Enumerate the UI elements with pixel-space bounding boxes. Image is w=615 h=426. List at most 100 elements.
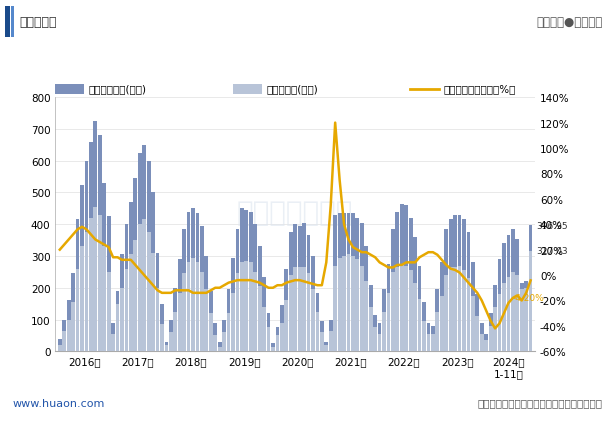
Bar — [93, 207, 97, 351]
Bar — [209, 314, 213, 351]
Bar — [342, 213, 346, 351]
Bar — [93, 122, 97, 351]
Bar — [84, 233, 89, 351]
Bar — [400, 264, 403, 351]
Bar — [449, 268, 453, 351]
Bar — [280, 305, 284, 351]
Bar — [55, 84, 84, 95]
Bar — [253, 225, 257, 351]
Bar — [160, 304, 164, 351]
Bar — [182, 274, 186, 351]
Bar — [507, 236, 510, 351]
Bar — [338, 213, 341, 351]
Text: www.huaon.com: www.huaon.com — [12, 397, 105, 408]
Bar — [156, 288, 159, 351]
Bar — [347, 213, 351, 351]
Bar — [435, 290, 439, 351]
Bar — [351, 213, 355, 351]
Bar — [262, 277, 266, 351]
Bar — [98, 215, 101, 351]
Bar — [320, 321, 323, 351]
Bar — [89, 142, 93, 351]
Bar — [515, 275, 519, 351]
Bar — [418, 299, 421, 351]
Bar — [391, 272, 395, 351]
Bar — [249, 212, 253, 351]
Text: 数据来源：国家统计局，华经产业研究院整理: 数据来源：国家统计局，华经产业研究院整理 — [478, 397, 603, 408]
Bar — [244, 210, 248, 351]
Bar — [289, 275, 293, 351]
Bar — [511, 230, 515, 351]
Bar — [427, 334, 430, 351]
Bar — [240, 263, 244, 351]
Bar — [227, 290, 231, 351]
Text: 专业严谨●客观科学: 专业严谨●客观科学 — [536, 16, 603, 29]
Bar — [160, 325, 164, 351]
Bar — [200, 226, 204, 351]
Bar — [471, 296, 475, 351]
Bar — [324, 342, 328, 351]
Bar — [524, 288, 528, 351]
Bar — [489, 326, 493, 351]
Bar — [236, 274, 239, 351]
Bar — [240, 209, 244, 351]
Bar — [444, 230, 448, 351]
Bar — [111, 323, 115, 351]
Bar — [173, 288, 177, 351]
Bar — [431, 334, 435, 351]
Bar — [298, 226, 301, 351]
Bar — [498, 259, 501, 351]
Bar — [58, 339, 62, 351]
Bar — [200, 272, 204, 351]
Bar — [373, 315, 377, 351]
Bar — [311, 290, 315, 351]
Bar — [369, 307, 373, 351]
Bar — [422, 302, 426, 351]
Bar — [458, 215, 461, 351]
Bar — [164, 345, 169, 351]
Bar — [453, 215, 457, 351]
Bar — [267, 314, 271, 351]
Bar — [227, 314, 231, 351]
Bar — [218, 347, 221, 351]
Bar — [76, 220, 79, 351]
Bar — [418, 266, 421, 351]
Bar — [187, 212, 191, 351]
Bar — [169, 320, 173, 351]
Bar — [80, 185, 84, 351]
Bar — [333, 266, 337, 351]
Bar — [124, 225, 129, 351]
Bar — [231, 258, 235, 351]
Bar — [324, 345, 328, 351]
Bar — [502, 244, 506, 351]
Bar — [244, 261, 248, 351]
Bar — [233, 84, 261, 95]
Bar — [236, 230, 239, 351]
Bar — [462, 271, 466, 351]
Bar — [116, 304, 119, 351]
Bar — [467, 279, 470, 351]
Bar — [413, 283, 417, 351]
Bar — [258, 247, 261, 351]
Bar — [62, 331, 66, 351]
Bar — [475, 317, 479, 351]
Bar — [315, 312, 319, 351]
Bar — [520, 283, 523, 351]
Bar — [391, 230, 395, 351]
Text: -4.20%: -4.20% — [513, 294, 545, 303]
Bar — [173, 312, 177, 351]
Bar — [204, 290, 208, 351]
Bar — [267, 328, 271, 351]
Bar — [164, 342, 169, 351]
Bar — [302, 268, 306, 351]
Bar — [67, 301, 71, 351]
Bar — [373, 328, 377, 351]
Bar — [111, 334, 115, 351]
Bar — [133, 241, 137, 351]
Bar — [320, 332, 323, 351]
Bar — [102, 184, 106, 351]
Bar — [462, 220, 466, 351]
Bar — [378, 334, 381, 351]
Bar — [84, 161, 89, 351]
Bar — [262, 307, 266, 351]
